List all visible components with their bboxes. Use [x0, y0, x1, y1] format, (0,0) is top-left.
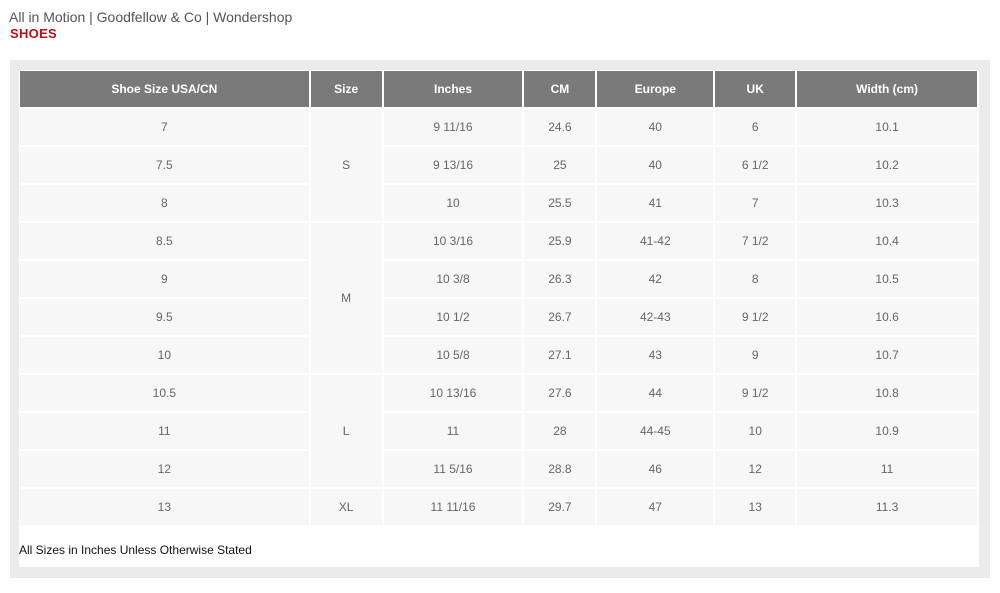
cell-size-group: S — [310, 109, 382, 223]
cell-inches: 10 — [383, 185, 523, 223]
cell-cm: 29.7 — [524, 489, 596, 527]
cell-usa-size: 12 — [20, 451, 309, 489]
cell-uk: 13 — [715, 489, 796, 527]
cell-europe: 46 — [597, 451, 714, 489]
cell-uk: 9 1/2 — [715, 375, 796, 413]
cell-usa-size: 8 — [20, 185, 309, 223]
cell-usa-size: 7.5 — [20, 147, 309, 185]
cell-usa-size: 13 — [20, 489, 309, 527]
category-title: SHOES — [10, 26, 58, 41]
cell-europe: 43 — [597, 337, 714, 375]
cell-inches: 10 3/8 — [383, 261, 523, 299]
cell-cm: 28 — [524, 413, 596, 451]
cell-width: 11.3 — [797, 489, 977, 527]
column-header: CM — [524, 71, 596, 109]
table-row: 9.5 10 1/2 26.7 42-43 9 1/2 10.6 — [20, 299, 977, 337]
cell-europe: 41-42 — [597, 223, 714, 261]
cell-uk: 8 — [715, 261, 796, 299]
column-header: Shoe Size USA/CN — [20, 71, 309, 109]
brand-list: All in Motion | Goodfellow & Co | Wonder… — [9, 9, 293, 25]
cell-uk: 12 — [715, 451, 796, 489]
column-header: Europe — [597, 71, 714, 109]
cell-width: 10.4 — [797, 223, 977, 261]
column-header: Size — [310, 71, 382, 109]
cell-inches: 9 13/16 — [383, 147, 523, 185]
cell-width: 10.2 — [797, 147, 977, 185]
cell-usa-size: 9 — [20, 261, 309, 299]
table-row: 13 XL 11 11/16 29.7 47 13 11.3 — [20, 489, 977, 527]
cell-europe: 40 — [597, 109, 714, 147]
table-row: 10 10 5/8 27.1 43 9 10.7 — [20, 337, 977, 375]
cell-width: 10.6 — [797, 299, 977, 337]
cell-europe: 44 — [597, 375, 714, 413]
cell-uk: 6 — [715, 109, 796, 147]
cell-cm: 25 — [524, 147, 596, 185]
cell-europe: 44-45 — [597, 413, 714, 451]
cell-width: 10.5 — [797, 261, 977, 299]
cell-uk: 9 — [715, 337, 796, 375]
table-row: 7.5 9 13/16 25 40 6 1/2 10.2 — [20, 147, 977, 185]
cell-usa-size: 7 — [20, 109, 309, 147]
cell-uk: 10 — [715, 413, 796, 451]
cell-uk: 9 1/2 — [715, 299, 796, 337]
cell-uk: 7 1/2 — [715, 223, 796, 261]
cell-width: 10.7 — [797, 337, 977, 375]
cell-size-group: M — [310, 223, 382, 375]
table-row: 8 10 25.5 41 7 10.3 — [20, 185, 977, 223]
cell-size-group: L — [310, 375, 382, 489]
cell-cm: 24.6 — [524, 109, 596, 147]
table-row: 8.5 M 10 3/16 25.9 41-42 7 1/2 10.4 — [20, 223, 977, 375]
cell-cm: 28.8 — [524, 451, 596, 489]
cell-width: 10.9 — [797, 413, 977, 451]
table-row: 10.5 L 10 13/16 27.6 44 9 1/2 10.8 — [20, 375, 977, 489]
column-header: Inches — [383, 71, 523, 109]
cell-width: 10.3 — [797, 185, 977, 223]
cell-inches: 11 5/16 — [383, 451, 523, 489]
cell-width: 10.1 — [797, 109, 977, 147]
size-chart-panel: Shoe Size USA/CN Size Inches CM Europe UK Widt… — [19, 70, 979, 567]
units-note: All Sizes in Inches Unless Otherwise Sta… — [19, 543, 252, 557]
cell-inches: 11 11/16 — [383, 489, 523, 527]
cell-cm: 25.5 — [524, 185, 596, 223]
cell-europe: 40 — [597, 147, 714, 185]
column-header: Width (cm) — [797, 71, 977, 109]
table-row: 11 11 28 44-45 10 10.9 — [20, 413, 977, 451]
table-row: 9 10 3/8 26.3 42 8 10.5 — [20, 261, 977, 299]
cell-inches: 10 3/16 — [383, 223, 523, 261]
cell-europe: 41 — [597, 185, 714, 223]
cell-cm: 27.1 — [524, 337, 596, 375]
cell-cm: 25.9 — [524, 223, 596, 261]
cell-usa-size: 10 — [20, 337, 309, 375]
cell-uk: 7 — [715, 185, 796, 223]
cell-europe: 42 — [597, 261, 714, 299]
cell-usa-size: 8.5 — [20, 223, 309, 261]
size-chart-table: Shoe Size USA/CN Size Inches CM Europe UK Widt… — [18, 71, 979, 527]
cell-width: 10.8 — [797, 375, 977, 413]
size-chart-container: Shoe Size USA/CN Size Inches CM Europe UK Widt… — [10, 60, 990, 578]
cell-usa-size: 10.5 — [20, 375, 309, 413]
cell-size-group: XL — [310, 489, 382, 527]
cell-cm: 26.7 — [524, 299, 596, 337]
cell-inches: 11 — [383, 413, 523, 451]
cell-europe: 42-43 — [597, 299, 714, 337]
cell-inches: 10 13/16 — [383, 375, 523, 413]
cell-inches: 10 5/8 — [383, 337, 523, 375]
cell-europe: 47 — [597, 489, 714, 527]
cell-usa-size: 11 — [20, 413, 309, 451]
cell-cm: 27.6 — [524, 375, 596, 413]
cell-inches: 9 11/16 — [383, 109, 523, 147]
cell-cm: 26.3 — [524, 261, 596, 299]
cell-uk: 6 1/2 — [715, 147, 796, 185]
cell-usa-size: 9.5 — [20, 299, 309, 337]
table-row: 12 11 5/16 28.8 46 12 11 — [20, 451, 977, 489]
column-header: UK — [715, 71, 796, 109]
cell-inches: 10 1/2 — [383, 299, 523, 337]
cell-width: 11 — [797, 451, 977, 489]
